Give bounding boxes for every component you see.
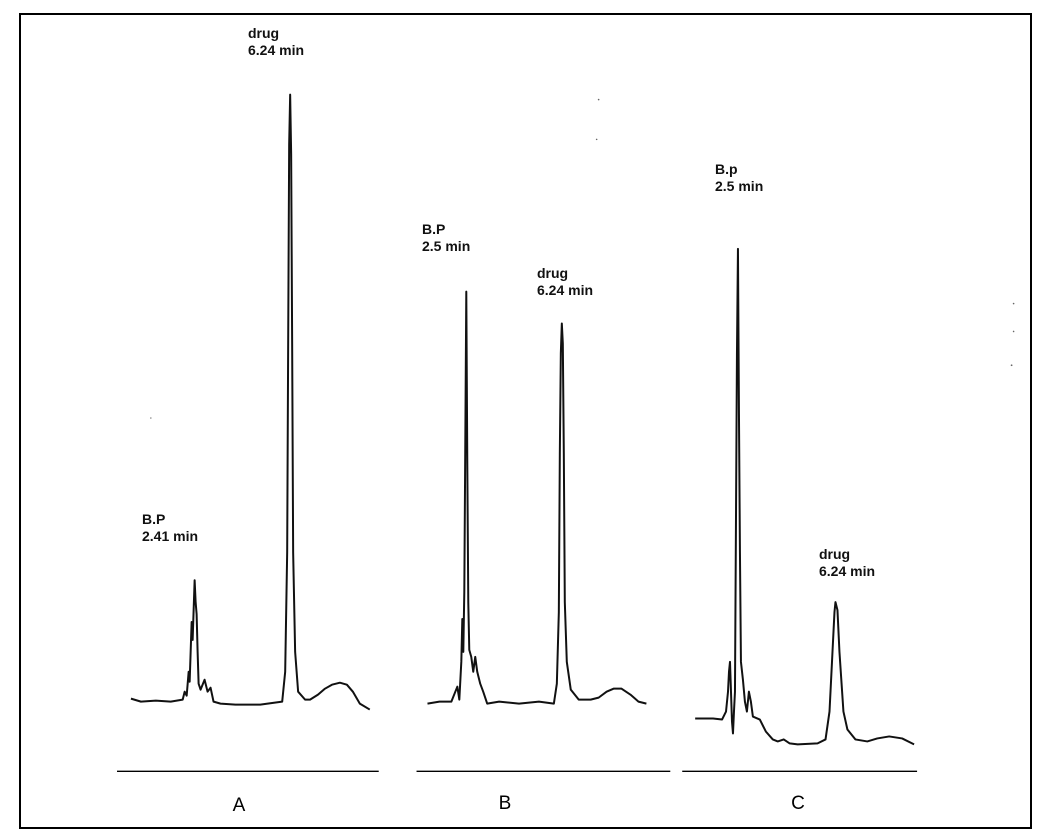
peak-name: B.P <box>422 221 446 237</box>
panel-label-a: A <box>232 795 246 816</box>
peak-name: B.P <box>142 511 166 527</box>
peak-name: drug <box>537 265 569 281</box>
peak-name: B.p <box>715 161 738 177</box>
peak-label-c-bp: B.p 2.5 min <box>715 161 763 195</box>
peak-name: drug <box>819 546 851 562</box>
scan-speck <box>597 98 600 101</box>
chromatogram-trace-c <box>695 247 915 746</box>
peak-time: 6.24 min <box>248 42 305 58</box>
scan-speck <box>1012 330 1015 333</box>
peak-label-c-drug: drug 6.24 min <box>819 546 875 580</box>
scan-speck <box>1010 364 1013 367</box>
scan-speck <box>595 138 598 141</box>
peak-label-b-bp: B.P 2.5 min <box>422 221 470 255</box>
peak-label-b-drug: drug 6.24 min <box>537 265 593 299</box>
chromatogram-figure: drug 6.24 min B.P 2.41 min B.P 2.5 min d… <box>19 13 1032 829</box>
peak-time: 2.5 min <box>422 238 471 254</box>
peak-time: 2.41 min <box>142 528 199 544</box>
panel-label-c: C <box>791 793 805 814</box>
peak-name: drug <box>248 25 280 41</box>
chromatogram-trace-b <box>427 290 647 705</box>
peak-label-a-drug: drug 6.24 min <box>248 25 304 59</box>
peak-label-a-bp: B.P 2.41 min <box>142 511 198 545</box>
peak-time: 6.24 min <box>537 282 594 298</box>
scan-speck <box>1012 302 1015 305</box>
scan-speck <box>150 417 152 419</box>
chromatogram-trace-a <box>130 93 371 711</box>
panel-label-b: B <box>498 793 512 814</box>
peak-time: 2.5 min <box>715 178 764 194</box>
peak-time: 6.24 min <box>819 563 876 579</box>
chromatograms-svg <box>117 93 1015 772</box>
